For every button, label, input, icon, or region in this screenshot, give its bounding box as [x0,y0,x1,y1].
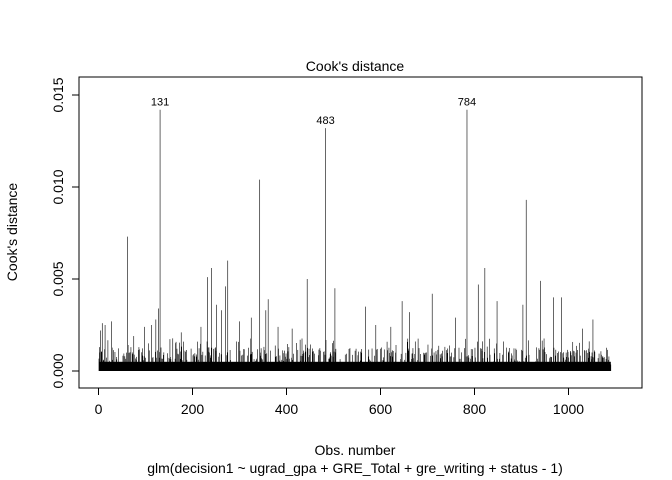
y-tick-label: 0.005 [50,261,66,296]
point-label-483: 483 [316,115,334,127]
y-tick-label: 0.015 [50,77,66,112]
y-axis-label: Cook's distance [4,183,20,282]
x-tick-label: 0 [95,401,103,417]
y-tick-label: 0.000 [50,353,66,388]
point-label-784: 784 [458,97,476,109]
x-tick-label: 200 [181,401,205,417]
plot-frame [78,76,643,389]
bar-baseline-band [98,361,611,371]
point-label-131: 131 [151,97,169,109]
x-tick-label: 800 [463,401,487,417]
chart-title: Cook's distance [306,58,405,74]
x-tick-label: 400 [275,401,299,417]
point-labels: 131 483 784 [151,97,476,127]
x-axis-label: Obs. number [315,442,396,458]
bar-series [98,109,612,371]
x-tick-label: 600 [369,401,393,417]
y-tick-label: 0.010 [50,169,66,204]
model-formula-subtitle: glm(decision1 ~ ugrad_gpa + GRE_Total + … [147,460,563,476]
x-axis: 0 200 400 600 800 1000 [95,387,584,417]
x-tick-label: 1000 [553,401,584,417]
y-axis: 0.000 0.005 0.010 0.015 [50,77,80,389]
